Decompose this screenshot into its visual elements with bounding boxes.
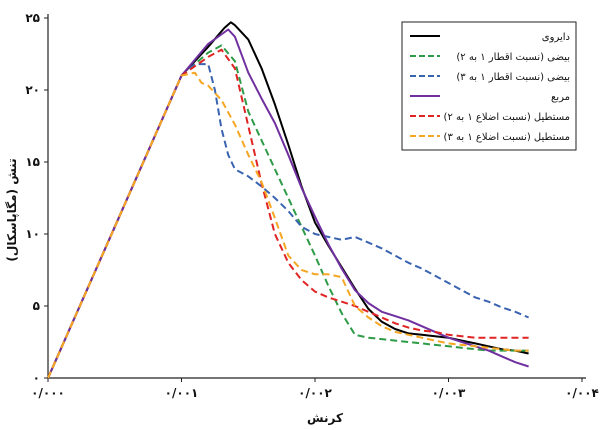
legend-label: دایروی [542,32,570,43]
legend-label: بیضی (نسبت اقطار ۱ به ۲) [456,52,570,63]
y-tick-label: ۲۵ [25,11,40,25]
legend-label: بیضی (نسبت اقطار ۱ به ۳) [456,72,570,83]
x-tick-label: ۰/۰۰۳ [432,386,466,400]
y-tick-label: ۰ [33,371,40,385]
y-tick-label: ۵ [33,299,40,313]
series-line-6 [47,71,529,379]
x-axis-label: کرنش [307,411,343,425]
legend-label: مستطیل (نسبت اضلاع ۱ به ۲) [444,112,570,123]
axes [47,14,586,379]
x-tick-label: ۰/۰۰۴ [565,386,599,400]
legend-label: مربع [551,92,570,103]
y-tick-label: ۱۰ [25,227,40,241]
y-tick-label: ۲۰ [25,83,40,97]
x-tick-label: ۰/۰۰۰ [31,386,65,400]
y-axis-label: تنش (مگاپاسکال) [5,158,19,261]
series-line-2 [47,44,529,379]
x-tick-label: ۰/۰۰۲ [298,386,332,400]
series-group [47,21,529,379]
series-line-3 [47,63,529,379]
x-tick-label: ۰/۰۰۱ [165,386,199,400]
tick-labels: ۰/۰۰۰ ۰/۰۰۱ ۰/۰۰۲ ۰/۰۰۳ ۰/۰۰۴ ۰ ۵ ۱۰ ۱۵ ۲۰ ۲۵ [25,11,599,400]
legend: دایروی بیضی (نسبت اقطار ۱ به ۲) بیضی (نسبت… [401,21,577,151]
series-line-5 [47,48,529,379]
legend-label: مستطیل (نسبت اضلاع ۱ به ۳) [444,132,570,143]
series-line-4 [47,28,529,379]
y-tick-label: ۱۵ [25,155,40,169]
legend-box [401,21,577,151]
